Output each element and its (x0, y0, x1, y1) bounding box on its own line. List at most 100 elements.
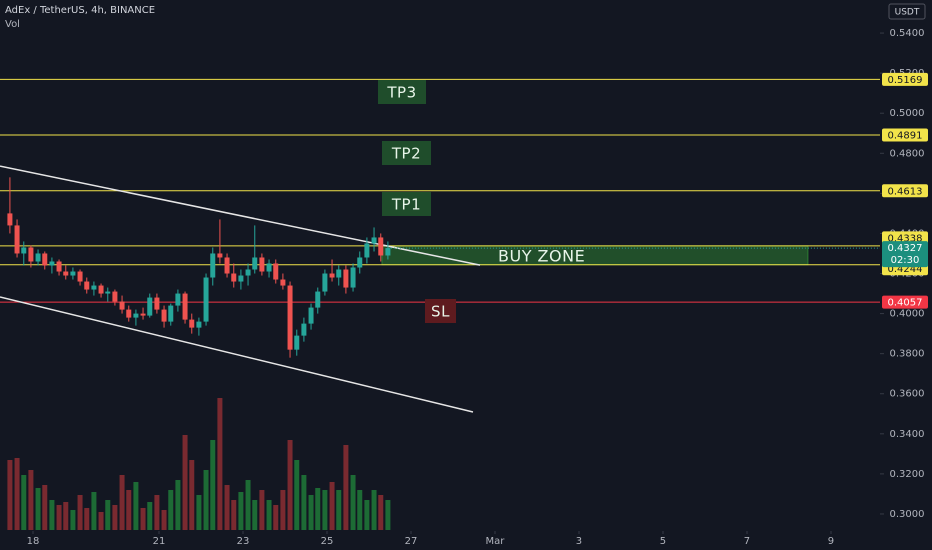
volume-bar (287, 440, 293, 530)
volume-bar (350, 475, 356, 530)
volume-bar (294, 460, 300, 530)
annotation-box (425, 299, 456, 323)
volume-bar (161, 510, 167, 530)
volume-bar (371, 490, 377, 530)
x-tick-label: 18 (27, 536, 40, 547)
volume-bar (28, 470, 34, 530)
candle-body (35, 253, 41, 262)
candle-body (364, 243, 370, 258)
candle-body (315, 291, 321, 308)
chart-title: AdEx / TetherUS, 4h, BINANCE (5, 5, 155, 16)
y-tick-label: 0.3000 (890, 509, 925, 520)
candle-body (77, 271, 83, 282)
candle-body (133, 313, 139, 318)
candle-body (21, 247, 27, 254)
candle-body (357, 257, 363, 268)
currency[interactable]: USDT (895, 8, 920, 18)
volume-bar (112, 505, 118, 530)
volume-bar (231, 500, 237, 530)
candle-body (175, 293, 181, 306)
volume-bar (21, 475, 27, 530)
chart-subtitle: Vol (5, 19, 20, 30)
volume-bar (147, 502, 153, 530)
annotation-box (382, 141, 431, 165)
volume-bar (154, 495, 160, 530)
annotation: TP1 (391, 196, 421, 214)
x-tick-label: 25 (321, 536, 334, 547)
x-tick-label: 27 (405, 536, 418, 547)
volume-bar (224, 485, 230, 530)
volume-bar (364, 500, 370, 530)
x-tick-label: 7 (744, 536, 750, 547)
candle-body (84, 281, 90, 290)
candle-body (189, 319, 195, 328)
candle-body (91, 285, 97, 290)
candle-body (217, 253, 223, 258)
volume-bar (105, 500, 111, 530)
volume-bar (385, 500, 391, 530)
candle-body (42, 253, 48, 266)
level-label: 0.4244 (888, 264, 923, 275)
candle-body (14, 225, 20, 254)
volume-bar (98, 512, 104, 530)
volume-bar (70, 510, 76, 530)
candle-body (273, 263, 279, 280)
countdown: 02:30 (891, 255, 920, 266)
candle-body (63, 271, 69, 276)
annotation: TP2 (391, 145, 421, 163)
volume-bar (203, 470, 209, 530)
y-tick-label: 0.3400 (890, 429, 925, 440)
volume-bar (308, 495, 314, 530)
candle-body (322, 273, 328, 292)
volume-bar (189, 460, 195, 530)
y-tick-label: 0.4800 (890, 148, 925, 159)
volume-bar (196, 495, 202, 530)
volume-bar (63, 502, 69, 530)
annotation-box (382, 192, 431, 216)
level-label: 0.4613 (888, 186, 923, 197)
volume-bar (336, 490, 342, 530)
trendline (0, 165, 481, 266)
candle-body (49, 261, 55, 266)
currency-box[interactable] (888, 3, 926, 20)
level-label-box (882, 128, 928, 142)
candle-body (336, 269, 342, 278)
last-price-box (882, 241, 928, 268)
x-tick-label: Mar (486, 536, 506, 547)
volume-bar (168, 490, 174, 530)
level-label-box (882, 72, 928, 86)
candle-body (308, 307, 314, 324)
candle-body (147, 297, 153, 316)
volume-bar (343, 445, 349, 530)
y-tick-label: 0.3800 (890, 349, 925, 360)
volume-bar (252, 500, 258, 530)
candle-body (329, 273, 335, 278)
x-tick-label: 3 (576, 536, 582, 547)
volume-bar (259, 490, 265, 530)
candle-body (245, 269, 251, 276)
volume-bar (266, 500, 272, 530)
candle-body (224, 257, 230, 274)
volume-bar (7, 460, 13, 530)
candle-body (280, 279, 286, 286)
candle-body (98, 285, 104, 294)
candle-body (112, 291, 118, 302)
candle-body (56, 261, 62, 272)
candle-body (266, 263, 272, 272)
candle-body (238, 275, 244, 282)
volume-bar (329, 482, 335, 530)
candle-body (140, 313, 146, 316)
level-label: 0.5169 (888, 75, 923, 86)
y-tick-label: 0.5400 (890, 28, 925, 39)
candle-body (301, 323, 307, 336)
buy-zone (381, 245, 809, 266)
level-label: 0.4891 (888, 131, 923, 142)
level-label-box (882, 184, 928, 198)
candle-body (231, 273, 237, 282)
volume-bar (119, 475, 125, 530)
last-price: 0.4327 (888, 243, 923, 254)
candle-body (294, 335, 300, 350)
candle-body (259, 257, 265, 272)
